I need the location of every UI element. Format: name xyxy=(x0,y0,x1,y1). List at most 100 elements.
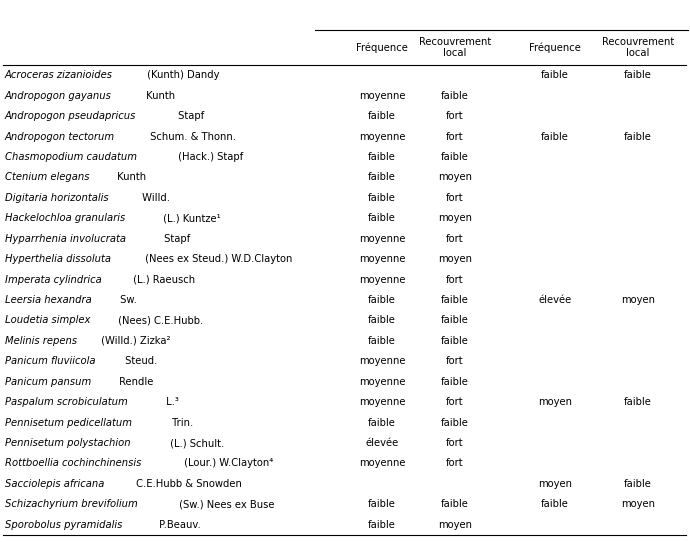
Text: (Kunth) Dandy: (Kunth) Dandy xyxy=(144,70,220,80)
Text: Andropogon gayanus: Andropogon gayanus xyxy=(5,91,112,101)
Text: moyen: moyen xyxy=(438,172,472,183)
Text: Willd.: Willd. xyxy=(139,193,170,203)
Text: Schum. & Thonn.: Schum. & Thonn. xyxy=(147,132,236,141)
Text: moyenne: moyenne xyxy=(359,397,405,407)
Text: fort: fort xyxy=(446,397,464,407)
Text: faible: faible xyxy=(441,91,469,101)
Text: fort: fort xyxy=(446,234,464,244)
Text: faible: faible xyxy=(541,70,569,80)
Text: Rottboellia cochinchinensis: Rottboellia cochinchinensis xyxy=(5,459,141,468)
Text: Sacciolepis africana: Sacciolepis africana xyxy=(5,479,104,489)
Text: faible: faible xyxy=(368,336,396,346)
Text: Digitaria horizontalis: Digitaria horizontalis xyxy=(5,193,108,203)
Text: moyen: moyen xyxy=(438,213,472,223)
Text: Sporobolus pyramidalis: Sporobolus pyramidalis xyxy=(5,520,122,530)
Text: moyenne: moyenne xyxy=(359,234,405,244)
Text: P.Beauv.: P.Beauv. xyxy=(157,520,201,530)
Text: faible: faible xyxy=(368,193,396,203)
Text: Hyparrhenia involucrata: Hyparrhenia involucrata xyxy=(5,234,126,244)
Text: moyenne: moyenne xyxy=(359,91,405,101)
Text: moyen: moyen xyxy=(438,520,472,530)
Text: Andropogon tectorum: Andropogon tectorum xyxy=(5,132,115,141)
Text: fort: fort xyxy=(446,275,464,285)
Text: Pennisetum polystachion: Pennisetum polystachion xyxy=(5,438,130,448)
Text: Stapf: Stapf xyxy=(161,234,190,244)
Text: faible: faible xyxy=(368,172,396,183)
Text: Stapf: Stapf xyxy=(175,111,204,121)
Text: (L.) Raeusch: (L.) Raeusch xyxy=(130,275,195,285)
Text: Panicum pansum: Panicum pansum xyxy=(5,377,91,387)
Text: faible: faible xyxy=(368,295,396,305)
Text: Ctenium elegans: Ctenium elegans xyxy=(5,172,90,183)
Text: moyen: moyen xyxy=(538,479,572,489)
Text: moyenne: moyenne xyxy=(359,377,405,387)
Text: (L.) Kuntze¹: (L.) Kuntze¹ xyxy=(160,213,221,223)
Text: Sw.: Sw. xyxy=(117,295,137,305)
Text: Panicum fluviicola: Panicum fluviicola xyxy=(5,356,95,366)
Text: faible: faible xyxy=(368,152,396,162)
Text: (Nees) C.E.Hubb.: (Nees) C.E.Hubb. xyxy=(115,315,204,325)
Text: moyenne: moyenne xyxy=(359,459,405,468)
Text: Kunth: Kunth xyxy=(143,91,175,101)
Text: moyen: moyen xyxy=(438,254,472,264)
Text: (Lour.) W.Clayton⁴: (Lour.) W.Clayton⁴ xyxy=(181,459,273,468)
Text: Trin.: Trin. xyxy=(169,417,193,428)
Text: Recouvrement
local: Recouvrement local xyxy=(602,37,674,59)
Text: moyenne: moyenne xyxy=(359,254,405,264)
Text: élevée: élevée xyxy=(366,438,399,448)
Text: Loudetia simplex: Loudetia simplex xyxy=(5,315,90,325)
Text: L.³: L.³ xyxy=(164,397,179,407)
Text: Melinis repens: Melinis repens xyxy=(5,336,77,346)
Text: Rendle: Rendle xyxy=(117,377,154,387)
Text: Hyperthelia dissoluta: Hyperthelia dissoluta xyxy=(5,254,111,264)
Text: faible: faible xyxy=(441,377,469,387)
Text: moyen: moyen xyxy=(621,295,655,305)
Text: Chasmopodium caudatum: Chasmopodium caudatum xyxy=(5,152,137,162)
Text: faible: faible xyxy=(541,499,569,509)
Text: faible: faible xyxy=(624,70,652,80)
Text: (Sw.) Nees ex Buse: (Sw.) Nees ex Buse xyxy=(176,499,275,509)
Text: faible: faible xyxy=(441,336,469,346)
Text: (L.) Schult.: (L.) Schult. xyxy=(167,438,224,448)
Text: fort: fort xyxy=(446,356,464,366)
Text: faible: faible xyxy=(624,132,652,141)
Text: (Willd.) Zizka²: (Willd.) Zizka² xyxy=(98,336,170,346)
Text: faible: faible xyxy=(441,417,469,428)
Text: moyenne: moyenne xyxy=(359,356,405,366)
Text: Steud.: Steud. xyxy=(121,356,157,366)
Text: faible: faible xyxy=(541,132,569,141)
Text: moyen: moyen xyxy=(621,499,655,509)
Text: fort: fort xyxy=(446,459,464,468)
Text: Recouvrement
local: Recouvrement local xyxy=(419,37,491,59)
Text: fort: fort xyxy=(446,132,464,141)
Text: faible: faible xyxy=(441,152,469,162)
Text: Leersia hexandra: Leersia hexandra xyxy=(5,295,92,305)
Text: moyen: moyen xyxy=(538,397,572,407)
Text: faible: faible xyxy=(368,520,396,530)
Text: Hackelochloa granularis: Hackelochloa granularis xyxy=(5,213,126,223)
Text: Paspalum scrobiculatum: Paspalum scrobiculatum xyxy=(5,397,128,407)
Text: fort: fort xyxy=(446,111,464,121)
Text: C.E.Hubb & Snowden: C.E.Hubb & Snowden xyxy=(133,479,242,489)
Text: faible: faible xyxy=(624,479,652,489)
Text: (Hack.) Stapf: (Hack.) Stapf xyxy=(175,152,244,162)
Text: faible: faible xyxy=(624,397,652,407)
Text: faible: faible xyxy=(368,213,396,223)
Text: fort: fort xyxy=(446,438,464,448)
Text: Fréquence: Fréquence xyxy=(529,42,581,53)
Text: faible: faible xyxy=(368,417,396,428)
Text: faible: faible xyxy=(368,499,396,509)
Text: Pennisetum pedicellatum: Pennisetum pedicellatum xyxy=(5,417,132,428)
Text: Fréquence: Fréquence xyxy=(356,42,408,53)
Text: moyenne: moyenne xyxy=(359,275,405,285)
Text: Andropogon pseudapricus: Andropogon pseudapricus xyxy=(5,111,137,121)
Text: Acroceras zizanioides: Acroceras zizanioides xyxy=(5,70,113,80)
Text: élevée: élevée xyxy=(538,295,571,305)
Text: faible: faible xyxy=(368,315,396,325)
Text: Schizachyrium brevifolium: Schizachyrium brevifolium xyxy=(5,499,138,509)
Text: faible: faible xyxy=(441,295,469,305)
Text: Imperata cylindrica: Imperata cylindrica xyxy=(5,275,101,285)
Text: faible: faible xyxy=(441,499,469,509)
Text: faible: faible xyxy=(441,315,469,325)
Text: (Nees ex Steud.) W.D.Clayton: (Nees ex Steud.) W.D.Clayton xyxy=(141,254,292,264)
